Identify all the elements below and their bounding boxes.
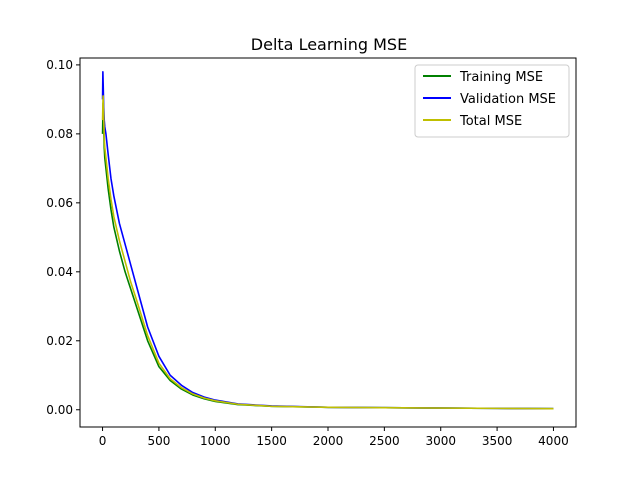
x-tick-label: 2500 — [369, 434, 400, 448]
y-tick-label: 0.00 — [46, 403, 73, 417]
x-tick-label: 3000 — [425, 434, 456, 448]
x-tick-label: 1000 — [200, 434, 231, 448]
legend-label: Total MSE — [459, 114, 522, 129]
legend-label: Validation MSE — [460, 92, 556, 107]
y-tick-label: 0.02 — [46, 334, 73, 348]
y-tick-label: 0.04 — [46, 265, 73, 279]
x-tick-label: 3500 — [482, 434, 513, 448]
legend-label: Training MSE — [459, 70, 543, 85]
y-tick-label: 0.10 — [46, 58, 73, 72]
legend-box — [414, 64, 570, 138]
y-tick-label: 0.08 — [46, 127, 73, 141]
x-tick-label: 2000 — [313, 434, 344, 448]
x-tick-label: 4000 — [538, 434, 569, 448]
x-tick-label: 1500 — [256, 434, 287, 448]
axes: 0 500 1000 1500 2000 2500 3000 3500 4000 0.00 0.02… — [46, 57, 577, 448]
y-tick-label: 0.06 — [46, 196, 73, 210]
series-line-total-mse — [101, 95, 554, 410]
legend: Training MSE Validation MSE Total MSE — [414, 64, 570, 138]
plot-area — [101, 70, 554, 410]
chart-title: Delta Learning MSE — [251, 35, 407, 54]
x-tick-label: 0 — [99, 434, 107, 448]
x-tick-label: 500 — [147, 434, 170, 448]
